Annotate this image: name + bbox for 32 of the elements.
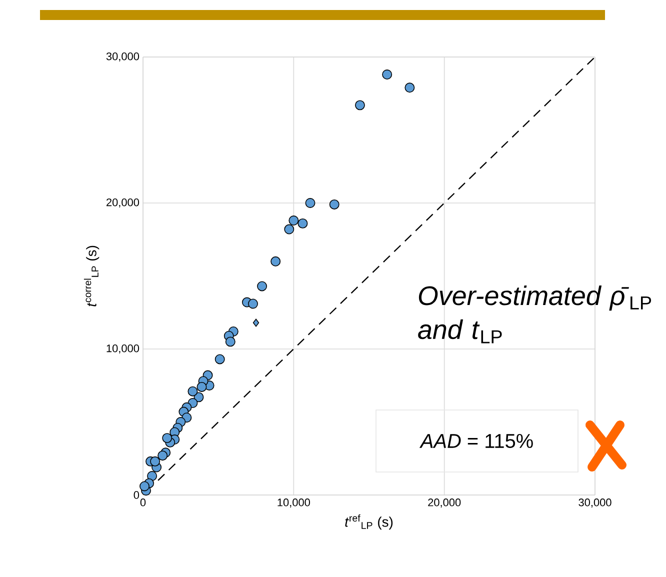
y-tick-label: 20,000 — [106, 198, 140, 208]
y-tick-label: 10,000 — [106, 344, 140, 354]
annotation: AAD = 115% — [419, 434, 533, 448]
y-tick-label: 30,000 — [106, 52, 140, 62]
point — [284, 224, 294, 234]
point — [305, 198, 316, 208]
point — [257, 281, 268, 292]
y-axis-title: t$^{correl}$$_{LP}$ (s) — [84, 246, 100, 306]
point — [225, 336, 236, 347]
x-tick-label: 10,000 — [278, 498, 310, 508]
point — [140, 481, 150, 492]
point — [158, 450, 168, 461]
point — [270, 256, 281, 266]
point — [329, 199, 340, 210]
point — [188, 386, 198, 396]
point — [288, 216, 299, 226]
point — [404, 82, 415, 93]
point — [150, 456, 160, 466]
point — [354, 100, 365, 110]
point — [382, 70, 392, 80]
point — [252, 318, 260, 327]
x-axis-title: t$^{ref}$$_{LP}$ (s) — [345, 514, 393, 530]
y-tick-label: 0 — [134, 491, 140, 499]
point — [248, 298, 258, 309]
point — [196, 382, 207, 392]
x-tick-label: 30,000 — [578, 498, 612, 508]
point — [162, 433, 172, 444]
point — [298, 218, 308, 228]
x-tick-label: 0 — [140, 498, 146, 506]
point — [214, 354, 225, 364]
text: Over-estimated ρ̄$_{LP}$ and t$_{LP}$ — [418, 286, 652, 344]
x-tick-label: 20,000 — [428, 498, 461, 508]
